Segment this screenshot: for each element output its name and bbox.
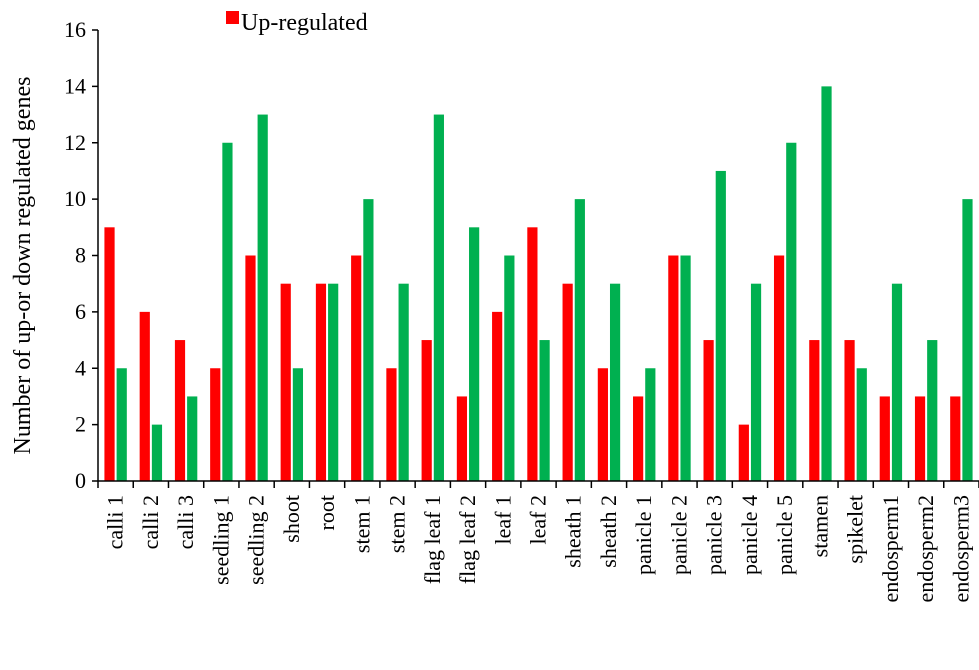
bar-series-2-panicle-5 xyxy=(786,142,797,481)
y-tick-label: 4 xyxy=(75,355,86,380)
x-tick-label: panicle 2 xyxy=(666,495,691,575)
y-tick-label: 16 xyxy=(64,17,86,42)
x-tick-label: panicle 1 xyxy=(631,495,656,575)
bar-up-regulated-endosperm1 xyxy=(879,396,890,481)
legend-label-up-regulated: Up-regulated xyxy=(241,10,368,36)
bar-series-2-leaf-2 xyxy=(539,340,550,481)
x-tick-label: panicle 3 xyxy=(702,495,727,575)
x-tick-label: flag leaf 2 xyxy=(455,495,480,584)
bar-series-2-shoot xyxy=(292,368,304,481)
bar-up-regulated-stem-2 xyxy=(386,368,397,481)
bar-series-2-seedling-1 xyxy=(222,142,233,481)
x-tick-label: panicle 5 xyxy=(772,495,797,575)
bar-up-regulated-sheath-2 xyxy=(597,368,608,481)
bar-series-2-root xyxy=(328,283,339,481)
bar-up-regulated-shoot xyxy=(280,283,291,481)
bar-series-2-flag-leaf-1 xyxy=(433,114,444,481)
x-tick-label: sheath 2 xyxy=(596,495,621,568)
x-tick-label: calli 2 xyxy=(138,495,163,549)
bar-up-regulated-leaf-1 xyxy=(492,311,503,481)
x-tick-label: endosperm3 xyxy=(948,495,973,603)
x-tick-label: endosperm1 xyxy=(878,495,903,603)
bar-series-2-endosperm2 xyxy=(927,340,938,481)
bar-series-2-flag-leaf-2 xyxy=(469,227,480,481)
bar-up-regulated-endosperm3 xyxy=(950,396,961,481)
bar-up-regulated-endosperm2 xyxy=(914,396,926,481)
y-ticks-group: 0 2 4 6 8 10 12 14 16 xyxy=(64,17,98,493)
y-tick-label: 14 xyxy=(64,73,86,98)
x-tick-label: root xyxy=(314,495,339,530)
y-axis-title: Number of up-or down regulated genes xyxy=(10,77,36,455)
legend-swatch-up-regulated xyxy=(226,11,239,24)
bar-series-2-panicle-3 xyxy=(715,170,726,481)
bar-up-regulated-calli-1 xyxy=(104,227,115,481)
bar-up-regulated-seedling-1 xyxy=(210,368,221,481)
bar-series-2-calli-1 xyxy=(116,368,127,481)
x-tick-label: stem 1 xyxy=(349,495,374,553)
bar-up-regulated-leaf-2 xyxy=(527,227,538,481)
bar-up-regulated-stamen xyxy=(809,340,820,481)
bar-series-2-calli-2 xyxy=(151,424,163,481)
bar-up-regulated-calli-2 xyxy=(139,311,150,481)
bar-up-regulated-stem-1 xyxy=(351,255,362,481)
bar-up-regulated-panicle-4 xyxy=(738,424,749,481)
x-tick-label: seedling 2 xyxy=(244,495,269,585)
x-tick-label: spikelet xyxy=(843,495,868,563)
bar-up-regulated-flag-leaf-2 xyxy=(456,396,468,481)
x-tick-label: leaf 2 xyxy=(526,495,551,544)
bar-series-2-leaf-1 xyxy=(504,255,515,481)
bar-up-regulated-sheath-1 xyxy=(562,283,573,481)
bar-series-2-spikelet xyxy=(856,368,867,481)
bar-series-2-seedling-2 xyxy=(257,114,268,481)
bar-up-regulated-calli-3 xyxy=(174,340,186,481)
bar-series-2-sheath-2 xyxy=(609,283,621,481)
bar-series-2-sheath-1 xyxy=(574,199,585,481)
y-tick-label: 6 xyxy=(75,299,86,324)
bar-series-2-panicle-1 xyxy=(645,368,656,481)
y-tick-label: 10 xyxy=(64,186,86,211)
bar-series-2-endosperm1 xyxy=(891,283,903,481)
x-tick-label: stem 2 xyxy=(385,495,410,553)
bar-up-regulated-spikelet xyxy=(844,340,855,481)
x-tick-label: panicle 4 xyxy=(737,495,762,575)
bar-up-regulated-seedling-2 xyxy=(245,255,256,481)
bar-series-2-panicle-2 xyxy=(680,255,691,481)
bar-up-regulated-panicle-1 xyxy=(633,396,644,481)
bar-up-regulated-flag-leaf-1 xyxy=(421,340,432,481)
bar-series-2-panicle-4 xyxy=(750,283,762,481)
bar-series-2-stem-1 xyxy=(363,199,374,481)
bar-series-2-stem-2 xyxy=(398,283,409,481)
bar-series-2-endosperm3 xyxy=(962,199,973,481)
x-tick-label: stamen xyxy=(807,495,832,557)
bar-up-regulated-panicle-5 xyxy=(773,255,785,481)
x-tick-label: leaf 1 xyxy=(490,495,515,544)
bar-up-regulated-panicle-2 xyxy=(668,255,679,481)
x-tick-label: calli 1 xyxy=(103,495,128,549)
y-tick-label: 2 xyxy=(75,412,86,437)
y-tick-label: 12 xyxy=(64,130,86,155)
x-tick-label: flag leaf 1 xyxy=(420,495,445,584)
legend: Up-regulated xyxy=(226,10,368,36)
x-tick-label: endosperm2 xyxy=(913,495,938,603)
y-tick-label: 0 xyxy=(75,468,86,493)
bars-group xyxy=(104,86,973,481)
x-ticks-group: calli 1 calli 2 calli 3 seedling 1 seedling … xyxy=(97,481,979,603)
bar-up-regulated-root xyxy=(315,283,327,481)
x-tick-label: seedling 1 xyxy=(208,495,233,585)
y-tick-label: 8 xyxy=(75,243,86,268)
bar-series-2-calli-3 xyxy=(187,396,198,481)
bar-up-regulated-panicle-3 xyxy=(703,340,714,481)
x-tick-label: calli 3 xyxy=(173,495,198,549)
x-tick-label: sheath 1 xyxy=(561,495,586,568)
bar-series-2-stamen xyxy=(821,86,832,481)
x-tick-label: shoot xyxy=(279,495,304,543)
